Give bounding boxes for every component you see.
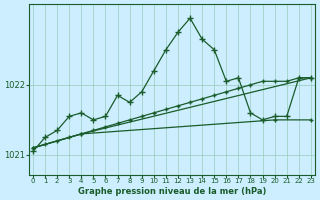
X-axis label: Graphe pression niveau de la mer (hPa): Graphe pression niveau de la mer (hPa) xyxy=(78,187,266,196)
